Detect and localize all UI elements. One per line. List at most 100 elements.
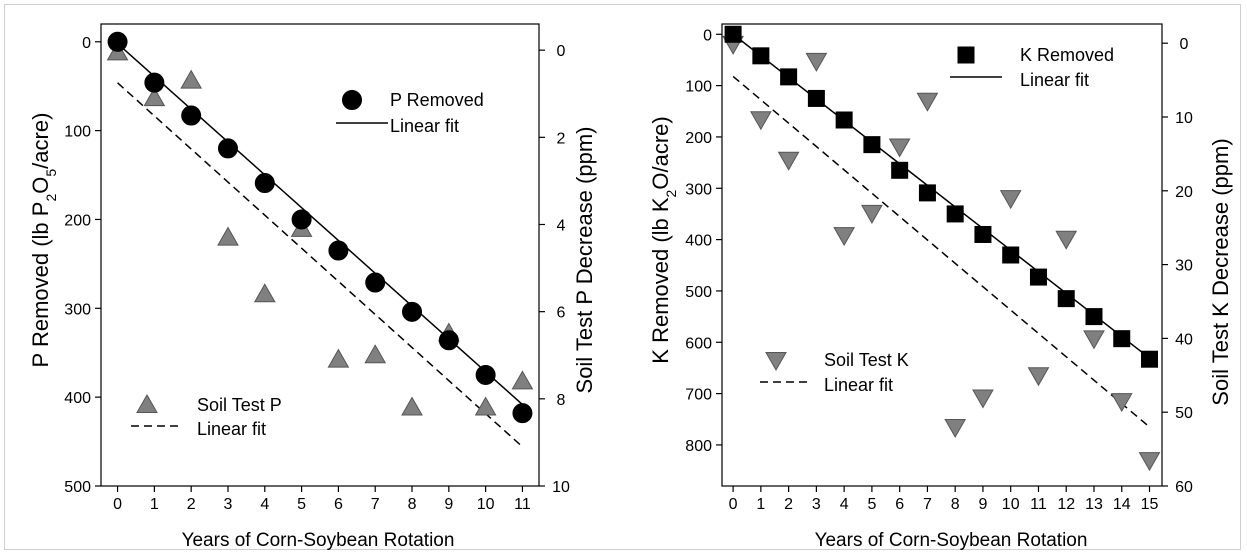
data-point-triangle-up (218, 228, 238, 246)
y-left-tick-label: 400 (685, 233, 712, 250)
data-point-triangle-up (181, 71, 201, 89)
label-part: /acre) (28, 113, 53, 169)
data-point-triangle-down (1001, 191, 1021, 209)
y-axis-title-right: Soil Test K Decrease (ppm) (1208, 138, 1233, 405)
x-tick-label: 1 (756, 496, 765, 513)
data-point-circle (292, 210, 311, 229)
legend-label: Linear fit (390, 116, 459, 136)
y-left-tick-label: 800 (685, 438, 712, 455)
x-tick-label: 3 (812, 496, 821, 513)
label-part: O/acre) (648, 116, 673, 189)
data-point-circle (182, 106, 201, 125)
x-tick-label: 9 (444, 496, 453, 513)
data-point-circle (218, 139, 237, 158)
data-point-triangle-up (476, 398, 496, 416)
data-point-triangle-down (890, 139, 910, 157)
legend-marker (958, 47, 974, 63)
legend-label: P Removed (390, 90, 484, 110)
legend-label: Soil Test K (824, 350, 909, 370)
legend-label: Linear fit (197, 419, 266, 439)
subscript: 5 (43, 169, 59, 177)
legend-label: Linear fit (824, 375, 893, 395)
data-point-circle (145, 73, 164, 92)
data-point-circle (476, 365, 495, 384)
x-axis-title: Years of Corn-Soybean Rotation (815, 530, 1088, 551)
x-tick-label: 2 (784, 496, 793, 513)
data-point-triangle-up (512, 371, 532, 389)
data-point-triangle-down (862, 205, 882, 223)
data-point-square (1058, 291, 1074, 307)
y-left-tick-label: 0 (82, 35, 91, 52)
data-point-square (975, 226, 991, 242)
y-right-tick-label: 10 (552, 479, 570, 496)
subscript: 2 (43, 194, 59, 202)
x-tick-label: 12 (1057, 496, 1075, 513)
legend-label: Linear fit (1020, 70, 1089, 90)
x-axis-title: Years of Corn-Soybean Rotation (182, 530, 455, 551)
y-left-tick-label: 100 (64, 124, 91, 141)
data-point-circle (439, 331, 458, 350)
x-tick-label: 10 (477, 496, 495, 513)
y-left-tick-label: 300 (685, 181, 712, 198)
data-point-square (1030, 269, 1046, 285)
data-point-circle (329, 241, 348, 260)
y-left-tick-label: 200 (685, 130, 712, 147)
x-tick-label: 5 (867, 496, 876, 513)
data-point-square (753, 48, 769, 64)
x-tick-label: 10 (1002, 496, 1020, 513)
x-tick-label: 3 (224, 496, 233, 513)
y-left-tick-label: 0 (703, 27, 712, 44)
data-point-triangle-down (779, 152, 799, 170)
x-tick-label: 13 (1085, 496, 1103, 513)
y-left-tick-label: 100 (685, 79, 712, 96)
data-point-square (725, 26, 741, 42)
data-point-circle (255, 174, 274, 193)
y-left-tick-label: 500 (64, 479, 91, 496)
y-axis-title-left: P Removed (lb P2O5/acre) (28, 113, 59, 368)
data-point-circle (366, 273, 385, 292)
x-tick-label: 2 (187, 496, 196, 513)
x-tick-label: 8 (408, 496, 417, 513)
y-left-tick-label: 400 (64, 390, 91, 407)
x-tick-label: 6 (895, 496, 904, 513)
data-point-circle (513, 404, 532, 423)
x-tick-label: 4 (260, 496, 269, 513)
data-point-triangle-up (255, 284, 275, 302)
data-point-triangle-down (973, 390, 993, 408)
y-right-tick-label: 0 (557, 43, 566, 60)
y-left-tick-label: 700 (685, 387, 712, 404)
legend-marker (137, 395, 157, 413)
legend-marker (766, 353, 786, 371)
x-tick-label: 1 (150, 496, 159, 513)
data-point-circle (403, 302, 422, 321)
x-tick-label: 7 (371, 496, 380, 513)
y-right-tick-label: 2 (557, 130, 566, 147)
data-point-triangle-down (1056, 231, 1076, 249)
data-point-triangle-down (1084, 331, 1104, 349)
y-right-tick-label: 10 (1175, 110, 1193, 127)
x-tick-label: 8 (951, 496, 960, 513)
x-tick-label: 15 (1141, 496, 1159, 513)
x-tick-label: 11 (1030, 496, 1047, 513)
data-point-square (1114, 331, 1130, 347)
y-right-tick-label: 6 (557, 305, 566, 322)
y-right-tick-label: 40 (1175, 331, 1193, 348)
y-left-tick-label: 200 (64, 212, 91, 229)
data-point-triangle-down (1028, 368, 1048, 386)
y-axis-title-left: K Removed (lb K2O/acre) (648, 116, 679, 363)
legend-label: K Removed (1020, 45, 1114, 65)
y-right-tick-label: 0 (1180, 36, 1189, 53)
y-right-tick-label: 8 (557, 392, 566, 409)
x-tick-label: 7 (923, 496, 932, 513)
data-point-triangle-up (402, 398, 422, 416)
data-point-triangle-up (365, 345, 385, 363)
data-point-triangle-down (751, 112, 771, 129)
data-point-square (864, 137, 880, 153)
x-tick-label: 6 (334, 496, 343, 513)
data-point-triangle-down (1140, 453, 1160, 471)
legend-label: Soil Test P (197, 395, 282, 415)
data-point-square (808, 90, 824, 106)
label-part: P Removed (lb P (28, 202, 53, 368)
y-axis-title-right: Soil Test P Decrease (ppm) (572, 127, 597, 394)
